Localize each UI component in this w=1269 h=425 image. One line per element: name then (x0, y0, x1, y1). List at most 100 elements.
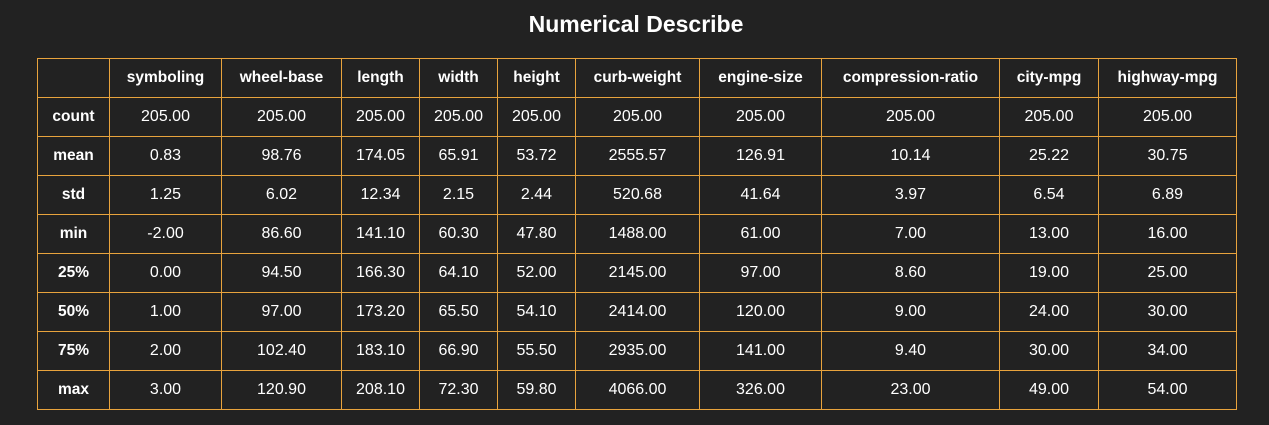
table-cell: 4066.00 (575, 370, 700, 410)
table-cell: 1488.00 (575, 214, 700, 254)
table-cell: 2555.57 (575, 136, 700, 176)
table-cell: 30.00 (1098, 292, 1237, 332)
table-cell: 102.40 (221, 331, 342, 371)
table-cell: 66.90 (419, 331, 498, 371)
table-cell: 205.00 (575, 97, 700, 137)
table-cell: 41.64 (699, 175, 822, 215)
column-header: curb-weight (575, 58, 700, 98)
table-cell: 49.00 (999, 370, 1099, 410)
row-header: 75% (37, 331, 110, 371)
table-cell: 120.90 (221, 370, 342, 410)
table-cell: 2935.00 (575, 331, 700, 371)
column-header: wheel-base (221, 58, 342, 98)
table-cell: 2.44 (497, 175, 576, 215)
table-row: max 3.00 120.90 208.10 72.30 59.80 4066.00 326.… (37, 370, 1237, 410)
table-cell: 520.68 (575, 175, 700, 215)
table-cell: 1.25 (109, 175, 222, 215)
table-cell: 166.30 (341, 253, 420, 293)
table-cell: 205.00 (341, 97, 420, 137)
table-cell: 16.00 (1098, 214, 1237, 254)
table-cell: 173.20 (341, 292, 420, 332)
table-cell: 141.00 (699, 331, 822, 371)
table-cell: 19.00 (999, 253, 1099, 293)
table-cell: 2145.00 (575, 253, 700, 293)
table-row: min -2.00 86.60 141.10 60.30 47.80 1488.00 61.0… (37, 214, 1237, 254)
row-header: 25% (37, 253, 110, 293)
table-cell: 6.02 (221, 175, 342, 215)
row-header: count (37, 97, 110, 137)
column-header: symboling (109, 58, 222, 98)
table-cell: -2.00 (109, 214, 222, 254)
table-cell: 12.34 (341, 175, 420, 215)
row-header: mean (37, 136, 110, 176)
column-header: length (341, 58, 420, 98)
table-cell: 205.00 (497, 97, 576, 137)
column-header: height (497, 58, 576, 98)
table-cell: 97.00 (221, 292, 342, 332)
table-row: 25% 0.00 94.50 166.30 64.10 52.00 2145.00 97.00… (37, 253, 1237, 293)
table-cell: 52.00 (497, 253, 576, 293)
table-cell: 97.00 (699, 253, 822, 293)
table-cell: 3.97 (821, 175, 1000, 215)
table-cell: 30.00 (999, 331, 1099, 371)
table-row: 50% 1.00 97.00 173.20 65.50 54.10 2414.00 120.0… (37, 292, 1237, 332)
table-cell: 55.50 (497, 331, 576, 371)
table-row: mean 0.83 98.76 174.05 65.91 53.72 2555.57 126.… (37, 136, 1237, 176)
table-cell: 2414.00 (575, 292, 700, 332)
table-cell: 126.91 (699, 136, 822, 176)
table-cell: 25.22 (999, 136, 1099, 176)
table-cell: 53.72 (497, 136, 576, 176)
describe-table: symboling wheel-base length width height… (37, 58, 1237, 410)
column-header: engine-size (699, 58, 822, 98)
table-cell: 1.00 (109, 292, 222, 332)
table-cell: 9.00 (821, 292, 1000, 332)
table-cell: 6.54 (999, 175, 1099, 215)
table-cell: 2.00 (109, 331, 222, 371)
table-cell: 205.00 (699, 97, 822, 137)
table-cell: 24.00 (999, 292, 1099, 332)
table-cell: 59.80 (497, 370, 576, 410)
table-cell: 141.10 (341, 214, 420, 254)
table-cell: 64.10 (419, 253, 498, 293)
column-header: width (419, 58, 498, 98)
column-header: highway-mpg (1098, 58, 1237, 98)
table-cell: 86.60 (221, 214, 342, 254)
table-cell: 183.10 (341, 331, 420, 371)
table-cell: 47.80 (497, 214, 576, 254)
table-cell: 60.30 (419, 214, 498, 254)
table-cell: 205.00 (419, 97, 498, 137)
table-cell: 25.00 (1098, 253, 1237, 293)
table-cell: 0.00 (109, 253, 222, 293)
table-cell: 205.00 (1098, 97, 1237, 137)
table-cell: 54.10 (497, 292, 576, 332)
table-row: 75% 2.00 102.40 183.10 66.90 55.50 2935.00 141.… (37, 331, 1237, 371)
table-cell: 326.00 (699, 370, 822, 410)
table-cell: 13.00 (999, 214, 1099, 254)
table-cell: 0.83 (109, 136, 222, 176)
table-cell: 65.91 (419, 136, 498, 176)
table-cell: 205.00 (999, 97, 1099, 137)
table-cell: 30.75 (1098, 136, 1237, 176)
table-cell: 8.60 (821, 253, 1000, 293)
table-cell: 94.50 (221, 253, 342, 293)
table-cell: 34.00 (1098, 331, 1237, 371)
table-cell: 205.00 (221, 97, 342, 137)
table-cell: 9.40 (821, 331, 1000, 371)
column-header: city-mpg (999, 58, 1099, 98)
table-cell: 61.00 (699, 214, 822, 254)
table-cell: 208.10 (341, 370, 420, 410)
table-cell: 205.00 (821, 97, 1000, 137)
row-header: 50% (37, 292, 110, 332)
row-header: min (37, 214, 110, 254)
table-cell: 72.30 (419, 370, 498, 410)
column-header: compression-ratio (821, 58, 1000, 98)
corner-header (37, 58, 110, 98)
table-cell: 2.15 (419, 175, 498, 215)
table-cell: 23.00 (821, 370, 1000, 410)
table-cell: 120.00 (699, 292, 822, 332)
table-cell: 10.14 (821, 136, 1000, 176)
table-cell: 65.50 (419, 292, 498, 332)
page-title: Numerical Describe (528, 11, 744, 37)
row-header: max (37, 370, 110, 410)
